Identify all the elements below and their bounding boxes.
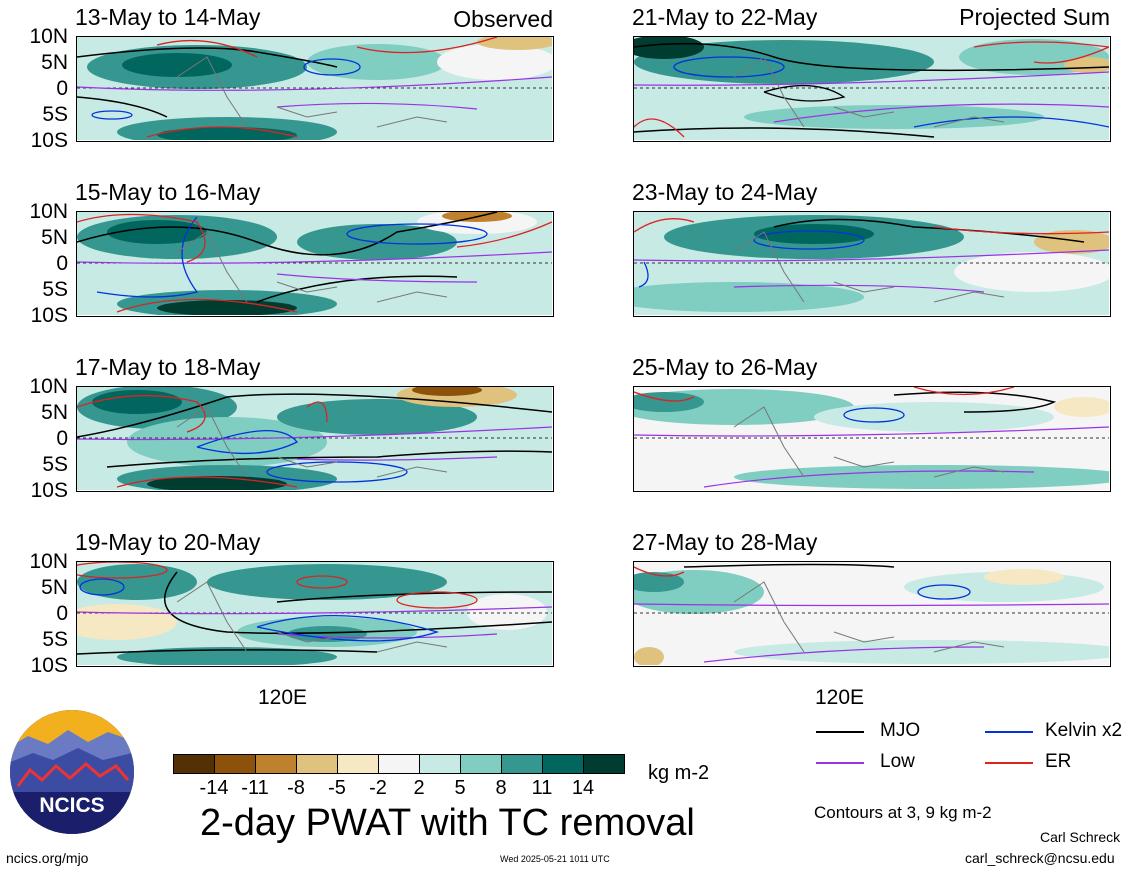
legend-label: Low bbox=[880, 751, 915, 772]
lon-label: 120E bbox=[258, 686, 308, 709]
map-panel bbox=[76, 36, 554, 142]
legend-label: ER bbox=[1045, 751, 1072, 772]
pwat-map bbox=[634, 562, 1109, 665]
colorbar-tick: -8 bbox=[287, 777, 305, 799]
lat-label: 0 bbox=[56, 77, 68, 100]
colorbar-box bbox=[419, 754, 461, 774]
pwat-map bbox=[77, 562, 552, 665]
lat-label: 10S bbox=[30, 129, 68, 152]
colorbar-box bbox=[460, 754, 502, 774]
colorbar-tick: -2 bbox=[369, 777, 387, 799]
colorbar-tick: 14 bbox=[571, 777, 595, 799]
panel-date-label: 15-May to 16-May bbox=[75, 179, 261, 205]
colorbar-tick: 8 bbox=[495, 777, 507, 799]
lat-label: 10S bbox=[30, 479, 68, 502]
panel-date-label: 23-May to 24-May bbox=[632, 179, 818, 205]
colorbar-box bbox=[501, 754, 543, 774]
panel-date-label: 25-May to 26-May bbox=[632, 354, 818, 380]
author-email[interactable]: carl_schreck@ncsu.edu bbox=[965, 850, 1115, 866]
pwat-map bbox=[77, 212, 552, 315]
colorbar-box bbox=[173, 754, 215, 774]
map-panel bbox=[76, 386, 554, 492]
pwat-map bbox=[77, 387, 552, 490]
panel-corner-label: Observed bbox=[453, 6, 553, 32]
colorbar-tick: -5 bbox=[328, 777, 346, 799]
pwat-map bbox=[77, 37, 552, 140]
colorbar-box bbox=[378, 754, 420, 774]
figure-title: 2-day PWAT with TC removal bbox=[200, 802, 695, 844]
lat-label: 5N bbox=[41, 576, 68, 599]
colorbar-box bbox=[337, 754, 379, 774]
contours-note: Contours at 3, 9 kg m-2 bbox=[814, 803, 992, 822]
lat-label: 10N bbox=[29, 25, 68, 48]
lat-label: 5S bbox=[42, 453, 68, 476]
lat-label: 0 bbox=[56, 602, 68, 625]
panel-date-label: 27-May to 28-May bbox=[632, 529, 818, 555]
colorbar-tick: 5 bbox=[454, 777, 466, 799]
panel-date-label: 13-May to 14-May bbox=[75, 4, 261, 30]
lat-label: 5N bbox=[41, 401, 68, 424]
legend-line-low bbox=[816, 762, 864, 764]
panel-date-label: 21-May to 22-May bbox=[632, 4, 818, 30]
panel-date-label: 19-May to 20-May bbox=[75, 529, 261, 555]
lat-label: 5S bbox=[42, 628, 68, 651]
legend-label: Kelvin x2 bbox=[1045, 720, 1123, 741]
colorbar-tick: 2 bbox=[413, 777, 425, 799]
legend-label: MJO bbox=[880, 720, 921, 741]
map-panel bbox=[633, 36, 1111, 142]
logo-text: NCICS bbox=[39, 794, 104, 817]
map-panel bbox=[76, 561, 554, 667]
panel-date-label: 17-May to 18-May bbox=[75, 354, 261, 380]
pwat-map bbox=[634, 212, 1109, 315]
map-panel bbox=[633, 211, 1111, 317]
colorbar-box bbox=[214, 754, 256, 774]
lat-label: 0 bbox=[56, 252, 68, 275]
legend-line-er bbox=[985, 762, 1033, 764]
lat-label: 10S bbox=[30, 654, 68, 677]
pwat-map bbox=[634, 387, 1109, 490]
lat-label: 10N bbox=[29, 375, 68, 398]
lat-label: 10S bbox=[30, 304, 68, 327]
legend-line-kelvin bbox=[985, 731, 1033, 733]
panel-corner-label: Projected Sum bbox=[959, 4, 1110, 30]
colorbar-box bbox=[296, 754, 338, 774]
lat-label: 10N bbox=[29, 550, 68, 573]
lat-label: 10N bbox=[29, 200, 68, 223]
ncics-logo: NCICS bbox=[8, 708, 136, 841]
timestamp: Wed 2025-05-21 1011 UTC bbox=[500, 854, 610, 864]
colorbar-box bbox=[255, 754, 297, 774]
lat-label: 0 bbox=[56, 427, 68, 450]
colorbar-box bbox=[583, 754, 625, 774]
colorbar-tick: -11 bbox=[241, 777, 269, 799]
lat-label: 5S bbox=[42, 103, 68, 126]
colorbar-tick: -14 bbox=[199, 777, 229, 799]
website-link[interactable]: ncics.org/mjo bbox=[6, 850, 89, 866]
map-panel bbox=[633, 561, 1111, 667]
map-panel bbox=[76, 211, 554, 317]
colorbar-unit: kg m-2 bbox=[648, 762, 710, 784]
colorbar-tick: 11 bbox=[531, 777, 553, 799]
colorbar-box bbox=[542, 754, 584, 774]
lat-label: 5N bbox=[41, 51, 68, 74]
legend-line-mjo bbox=[816, 731, 864, 733]
map-panel bbox=[633, 386, 1111, 492]
lat-label: 5S bbox=[42, 278, 68, 301]
author-name: Carl Schreck bbox=[1040, 829, 1121, 845]
lon-label: 120E bbox=[815, 686, 865, 709]
lat-label: 5N bbox=[41, 226, 68, 249]
pwat-map bbox=[634, 37, 1109, 140]
